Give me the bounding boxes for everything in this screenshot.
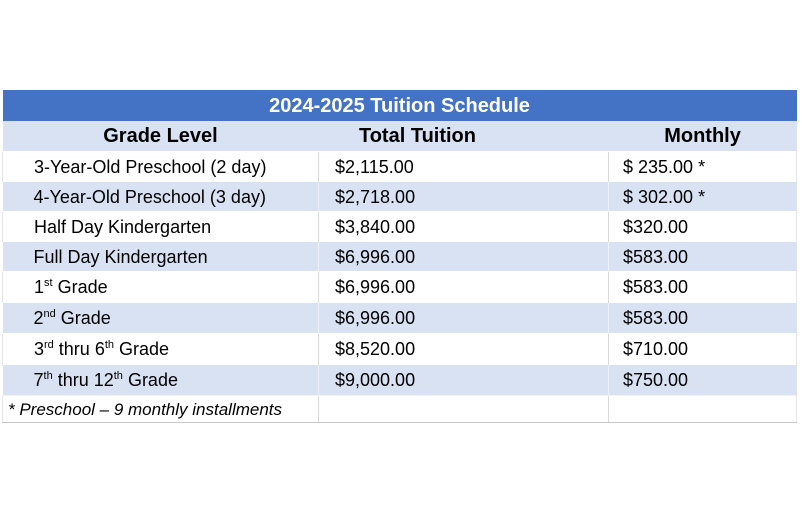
grade-text: Grade <box>52 277 108 297</box>
empty-cell <box>318 395 609 423</box>
grade-text: 3 <box>34 339 45 359</box>
grade-cell: 3-Year-Old Preschool (2 day) <box>2 151 319 182</box>
grade-text: 2 <box>33 308 44 328</box>
grade-text: Grade <box>122 370 178 390</box>
footnote-row: * Preschool – 9 monthly installments <box>2 395 798 423</box>
grade-cell: Half Day Kindergarten <box>2 211 319 242</box>
table-row: Half Day Kindergarten $3,840.00 $320.00 <box>2 211 798 242</box>
tuition-cell: $8,520.00 <box>318 333 609 365</box>
ordinal-suffix: rd <box>44 339 54 351</box>
column-header-grade: Grade Level <box>2 121 319 152</box>
grade-text: 1 <box>34 277 45 297</box>
table-row: 2nd Grade $6,996.00 $583.00 <box>2 302 797 334</box>
table-row: 3rd thru 6th Grade $8,520.00 $710.00 <box>2 333 798 365</box>
grade-cell: 1st Grade <box>2 271 319 303</box>
grade-cell: Full Day Kindergarten <box>2 241 319 272</box>
table-header-row: Grade Level Total Tuition Monthly <box>2 121 797 152</box>
table-title-row: 2024-2025 Tuition Schedule <box>2 90 797 121</box>
footnote: * Preschool – 9 monthly installments <box>2 395 319 423</box>
tuition-cell: $2,115.00 <box>318 151 609 182</box>
ordinal-suffix: th <box>43 370 53 382</box>
monthly-cell: $583.00 <box>607 302 797 334</box>
column-header-tuition: Total Tuition <box>318 121 609 152</box>
grade-text: 4-Year-Old Preschool (3 day) <box>33 186 266 207</box>
tuition-cell: $6,996.00 <box>318 302 609 334</box>
table-row: 7th thru 12th Grade $9,000.00 $750.00 <box>2 364 797 396</box>
ordinal-suffix: th <box>113 370 123 382</box>
tuition-cell: $6,996.00 <box>318 271 609 303</box>
grade-cell: 2nd Grade <box>2 302 319 334</box>
monthly-cell: $320.00 <box>607 211 798 242</box>
grade-text: 7 <box>33 370 44 390</box>
ordinal-suffix: th <box>104 339 115 351</box>
table-row: Full Day Kindergarten $6,996.00 $583.00 <box>2 241 797 272</box>
table-row: 4-Year-Old Preschool (3 day) $2,718.00 $… <box>2 181 797 212</box>
ordinal-suffix: nd <box>43 308 56 320</box>
monthly-cell: $ 302.00 * <box>607 181 797 212</box>
grade-text: Grade <box>114 339 170 359</box>
empty-cell <box>607 395 798 423</box>
table-title: 2024-2025 Tuition Schedule <box>2 90 797 121</box>
tuition-schedule-table: 2024-2025 Tuition Schedule Grade Level T… <box>2 90 798 423</box>
table-row: 3-Year-Old Preschool (2 day) $2,115.00 $… <box>2 151 798 182</box>
grade-text: Grade <box>55 308 111 328</box>
grade-text: 3-Year-Old Preschool (2 day) <box>34 156 267 177</box>
tuition-cell: $2,718.00 <box>318 181 609 212</box>
grade-cell: 7th thru 12th Grade <box>2 364 319 396</box>
grade-cell: 4-Year-Old Preschool (3 day) <box>2 181 319 212</box>
monthly-cell: $710.00 <box>607 333 798 365</box>
grade-text: Full Day Kindergarten <box>33 246 208 267</box>
grade-text: thru 12 <box>52 370 114 390</box>
grade-text: Half Day Kindergarten <box>34 216 212 237</box>
tuition-cell: $6,996.00 <box>318 241 609 272</box>
column-header-monthly: Monthly <box>608 121 797 152</box>
grade-text: thru 6 <box>53 339 105 359</box>
table-row: 1st Grade $6,996.00 $583.00 <box>2 271 798 303</box>
monthly-cell: $ 235.00 * <box>607 151 798 182</box>
monthly-cell: $583.00 <box>607 271 798 303</box>
tuition-cell: $3,840.00 <box>318 211 609 242</box>
grade-cell: 3rd thru 6th Grade <box>2 333 319 365</box>
tuition-cell: $9,000.00 <box>318 364 609 396</box>
ordinal-suffix: st <box>44 277 53 289</box>
monthly-cell: $583.00 <box>607 241 797 272</box>
monthly-cell: $750.00 <box>607 364 797 396</box>
